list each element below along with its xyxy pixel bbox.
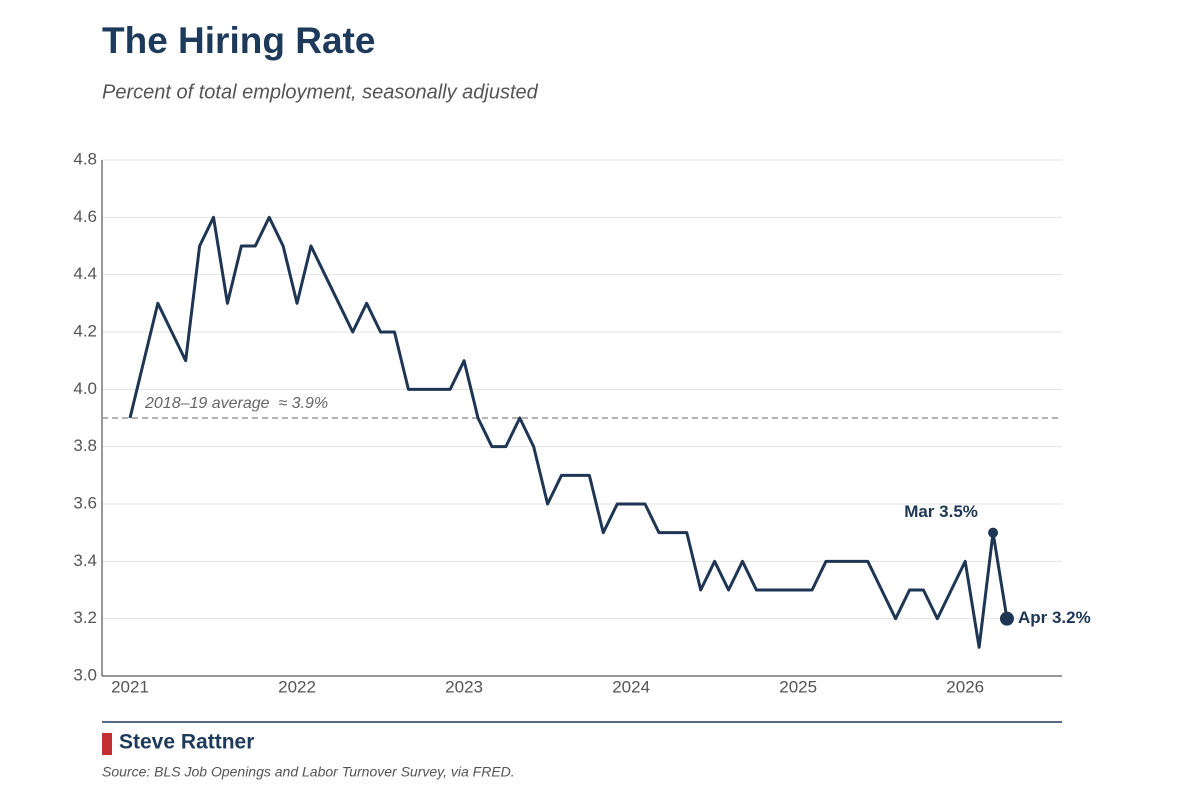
author: Steve Rattner xyxy=(119,731,254,754)
chart-subtitle: Percent of total employment, seasonally … xyxy=(102,81,539,103)
y-tick-label: 3.2 xyxy=(73,608,97,627)
y-tick-label: 4.4 xyxy=(73,264,97,283)
author-marker xyxy=(102,733,112,755)
x-tick-label: 2021 xyxy=(111,677,149,696)
y-tick-label: 3.0 xyxy=(73,665,97,684)
chart-title: The Hiring Rate xyxy=(102,20,375,61)
data-label: Apr 3.2% xyxy=(1018,608,1091,627)
y-tick-label: 4.6 xyxy=(73,207,97,226)
y-tick-label: 3.4 xyxy=(73,551,97,570)
y-tick-label: 3.8 xyxy=(73,436,97,455)
reference-label: 2018–19 average ≈ 3.9% xyxy=(144,395,328,412)
source: Source: BLS Job Openings and Labor Turno… xyxy=(102,764,515,780)
y-tick-label: 4.0 xyxy=(73,379,97,398)
point-marker xyxy=(999,611,1014,626)
y-tick-label: 4.8 xyxy=(73,149,97,168)
x-tick-label: 2023 xyxy=(445,677,483,696)
x-tick-label: 2025 xyxy=(779,677,817,696)
x-tick-label: 2026 xyxy=(946,677,984,696)
y-tick-label: 3.6 xyxy=(73,493,97,512)
y-tick-label: 4.2 xyxy=(73,321,97,340)
x-tick-label: 2022 xyxy=(278,677,316,696)
data-label: Mar 3.5% xyxy=(904,502,978,521)
series-line xyxy=(128,215,1009,649)
x-tick-label: 2024 xyxy=(612,677,650,696)
point-marker xyxy=(988,527,999,538)
